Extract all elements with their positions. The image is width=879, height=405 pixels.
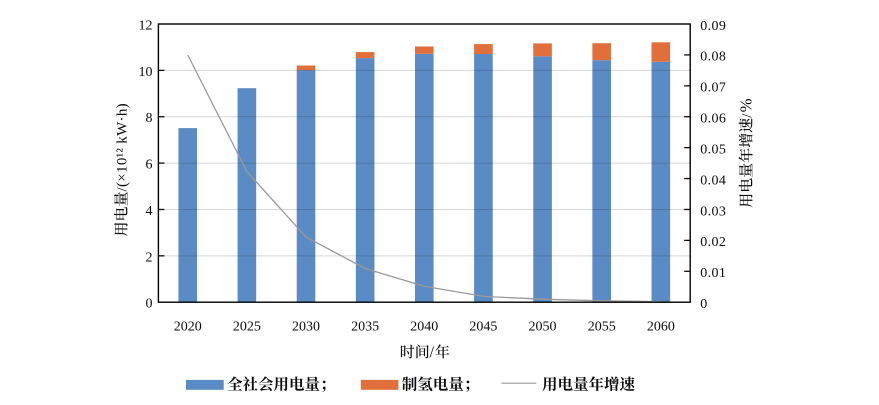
svg-text:0: 0	[700, 297, 707, 312]
svg-text:2025: 2025	[233, 319, 261, 334]
svg-text:2050: 2050	[529, 319, 557, 334]
svg-text:6: 6	[146, 158, 153, 173]
svg-text:0: 0	[146, 297, 153, 312]
svg-text:2045: 2045	[469, 319, 497, 334]
svg-text:0.03: 0.03	[700, 204, 726, 219]
svg-text:0.07: 0.07	[700, 81, 726, 96]
svg-text:4: 4	[146, 204, 153, 219]
svg-text:8: 8	[146, 111, 153, 126]
svg-text:0.02: 0.02	[700, 235, 726, 250]
svg-text:0.05: 0.05	[700, 142, 726, 157]
svg-text:2020: 2020	[174, 319, 202, 334]
svg-text:2: 2	[146, 250, 153, 265]
svg-text:12: 12	[139, 19, 153, 34]
svg-text:/: /	[739, 113, 755, 118]
svg-text:10: 10	[139, 65, 153, 80]
svg-text:2055: 2055	[588, 319, 616, 334]
svg-text:2040: 2040	[410, 319, 438, 334]
svg-text:/(×10¹² kW·h): /(×10¹² kW·h)	[115, 103, 131, 191]
svg-text:2030: 2030	[292, 319, 320, 334]
svg-text:/: /	[429, 343, 434, 362]
svg-text:0.04: 0.04	[700, 173, 726, 188]
svg-text:2060: 2060	[647, 319, 675, 334]
svg-text:0.06: 0.06	[700, 112, 726, 127]
svg-text:0.08: 0.08	[700, 50, 726, 65]
svg-text:%: %	[736, 98, 755, 112]
svg-text:0.09: 0.09	[700, 19, 726, 34]
svg-text:0.01: 0.01	[700, 266, 726, 281]
svg-text:2035: 2035	[351, 319, 379, 334]
